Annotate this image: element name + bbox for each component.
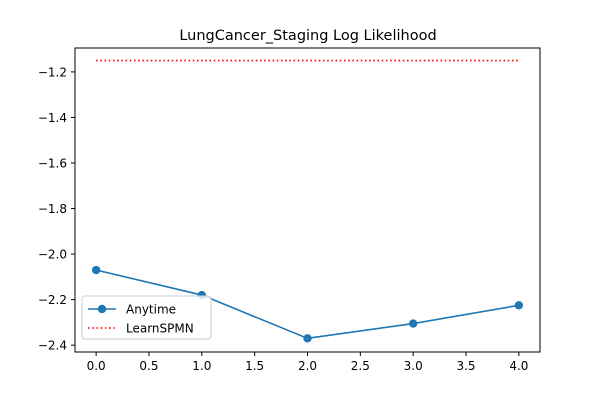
x-tick-label: 2.0	[298, 359, 317, 373]
y-tick-label: −2.2	[38, 293, 67, 307]
x-tick-label: 3.0	[404, 359, 423, 373]
x-tick-label: 2.5	[351, 359, 370, 373]
x-tick-label: 3.5	[456, 359, 475, 373]
x-tick-label: 4.0	[509, 359, 528, 373]
legend-marker	[97, 304, 107, 314]
legend-label: LearnSPMN	[126, 322, 194, 336]
y-axis: −1.2 −1.4 −1.6 −1.8 −2.0 −2.2 −2.4	[38, 65, 75, 353]
y-tick-label: −1.8	[38, 202, 67, 216]
chart-title: LungCancer_Staging Log Likelihood	[179, 28, 436, 44]
y-tick-label: −1.6	[38, 156, 67, 170]
legend-label: Anytime	[126, 303, 176, 317]
legend: Anytime LearnSPMN	[81, 295, 212, 340]
plot-area	[91, 59, 524, 343]
x-tick-label: 1.0	[192, 359, 211, 373]
x-tick-label: 1.5	[245, 359, 264, 373]
x-tick-label: 0.0	[87, 359, 106, 373]
x-tick-label: 0.5	[139, 359, 158, 373]
y-tick-label: −2.0	[38, 248, 67, 262]
y-tick-label: −1.4	[38, 111, 67, 125]
x-axis: 0.0 0.5 1.0 1.5 2.0 2.5 3.0 3.5 4.0	[87, 352, 528, 373]
data-point-anytime	[514, 301, 524, 310]
data-point-anytime	[91, 265, 101, 275]
data-point-anytime	[408, 319, 418, 328]
y-tick-label: −2.4	[38, 339, 67, 353]
data-point-anytime	[303, 334, 312, 343]
y-tick-label: −1.2	[38, 65, 67, 79]
